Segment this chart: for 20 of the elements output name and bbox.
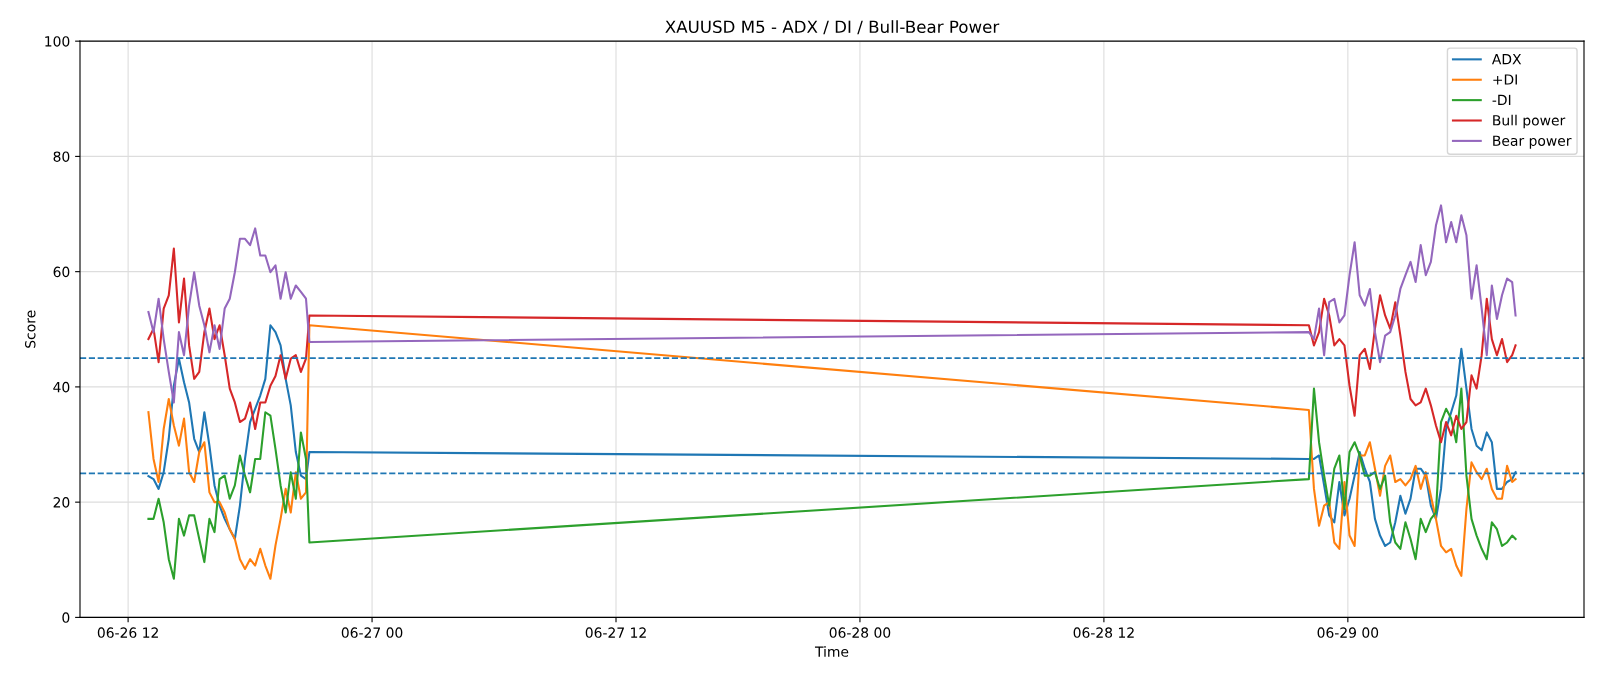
y-tick-label: 60 bbox=[53, 266, 70, 278]
legend-label: -DI bbox=[1492, 94, 1511, 105]
x-tick-label: 06-27 12 bbox=[585, 627, 646, 638]
y-tick-label: 40 bbox=[53, 381, 70, 393]
x-tick-label: 06-29 00 bbox=[1317, 627, 1379, 638]
y-tick-label: 0 bbox=[62, 612, 70, 623]
y-tick-label: 20 bbox=[53, 497, 70, 508]
legend-label: +DI bbox=[1493, 74, 1517, 85]
legend-label: ADX bbox=[1491, 54, 1522, 65]
x-tick-label: 06-28 00 bbox=[829, 627, 891, 638]
x-tick-label: 06-27 00 bbox=[341, 627, 403, 638]
x-tick-label: 06-28 12 bbox=[1073, 627, 1134, 638]
legend-label: Bear power bbox=[1493, 135, 1572, 149]
y-tick-label: 100 bbox=[45, 36, 70, 47]
chart-title: XAUUSD M5 - ADX / DI / Bull-Bear Power bbox=[665, 20, 1000, 35]
legend-label: Bull power bbox=[1493, 114, 1566, 129]
x-axis-title: Time bbox=[814, 646, 849, 657]
x-tick-label: 06-26 12 bbox=[97, 627, 158, 638]
y-tick-label: 80 bbox=[53, 151, 70, 162]
y-axis-title: Score bbox=[25, 310, 36, 348]
